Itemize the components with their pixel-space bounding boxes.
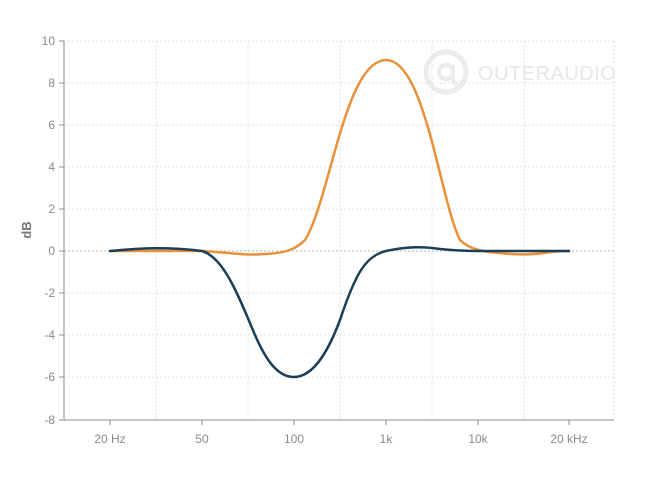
- y-tick-label: 8: [48, 76, 55, 90]
- x-tick-label: 20 kHz: [550, 432, 587, 446]
- x-tick-label: 100: [284, 432, 304, 446]
- x-tick-label: 50: [195, 432, 209, 446]
- y-tick-marks: [59, 40, 64, 421]
- x-tick-label: 20 Hz: [94, 432, 125, 446]
- y-tick-label: -4: [44, 328, 55, 342]
- vertical-gridlines: [155, 41, 615, 420]
- y-tick-label: 6: [48, 118, 55, 132]
- cut-curve: [108, 246, 571, 379]
- y-tick-label: -8: [44, 413, 55, 427]
- watermark-logo-inner-icon: [437, 63, 455, 81]
- boost-curve: [108, 58, 571, 256]
- y-tick-label: -2: [44, 286, 55, 300]
- watermark-logo-tail-icon: [451, 65, 459, 86]
- y-tick-label: 0: [48, 244, 55, 258]
- horizontal-gridlines: [64, 40, 614, 378]
- y-tick-label: -6: [44, 370, 55, 384]
- x-tick-label: 1k: [380, 432, 394, 446]
- x-tick-labels: 20 Hz 50 100 1k 10k 20 kHz: [94, 432, 587, 446]
- watermark-logo-icon: [423, 49, 469, 95]
- watermark: OUTERAUDIO: [423, 49, 616, 95]
- watermark-text: OUTERAUDIO: [478, 63, 616, 85]
- y-tick-labels: 10 8 6 4 2 0 -2 -4 -6 -8: [42, 34, 56, 427]
- x-tick-label: 10k: [468, 432, 488, 446]
- y-tick-label: 4: [48, 160, 55, 174]
- y-tick-label: 10: [42, 34, 56, 48]
- y-axis-title: dB: [19, 221, 34, 238]
- y-tick-label: 2: [48, 202, 55, 216]
- x-tick-marks: [109, 420, 570, 425]
